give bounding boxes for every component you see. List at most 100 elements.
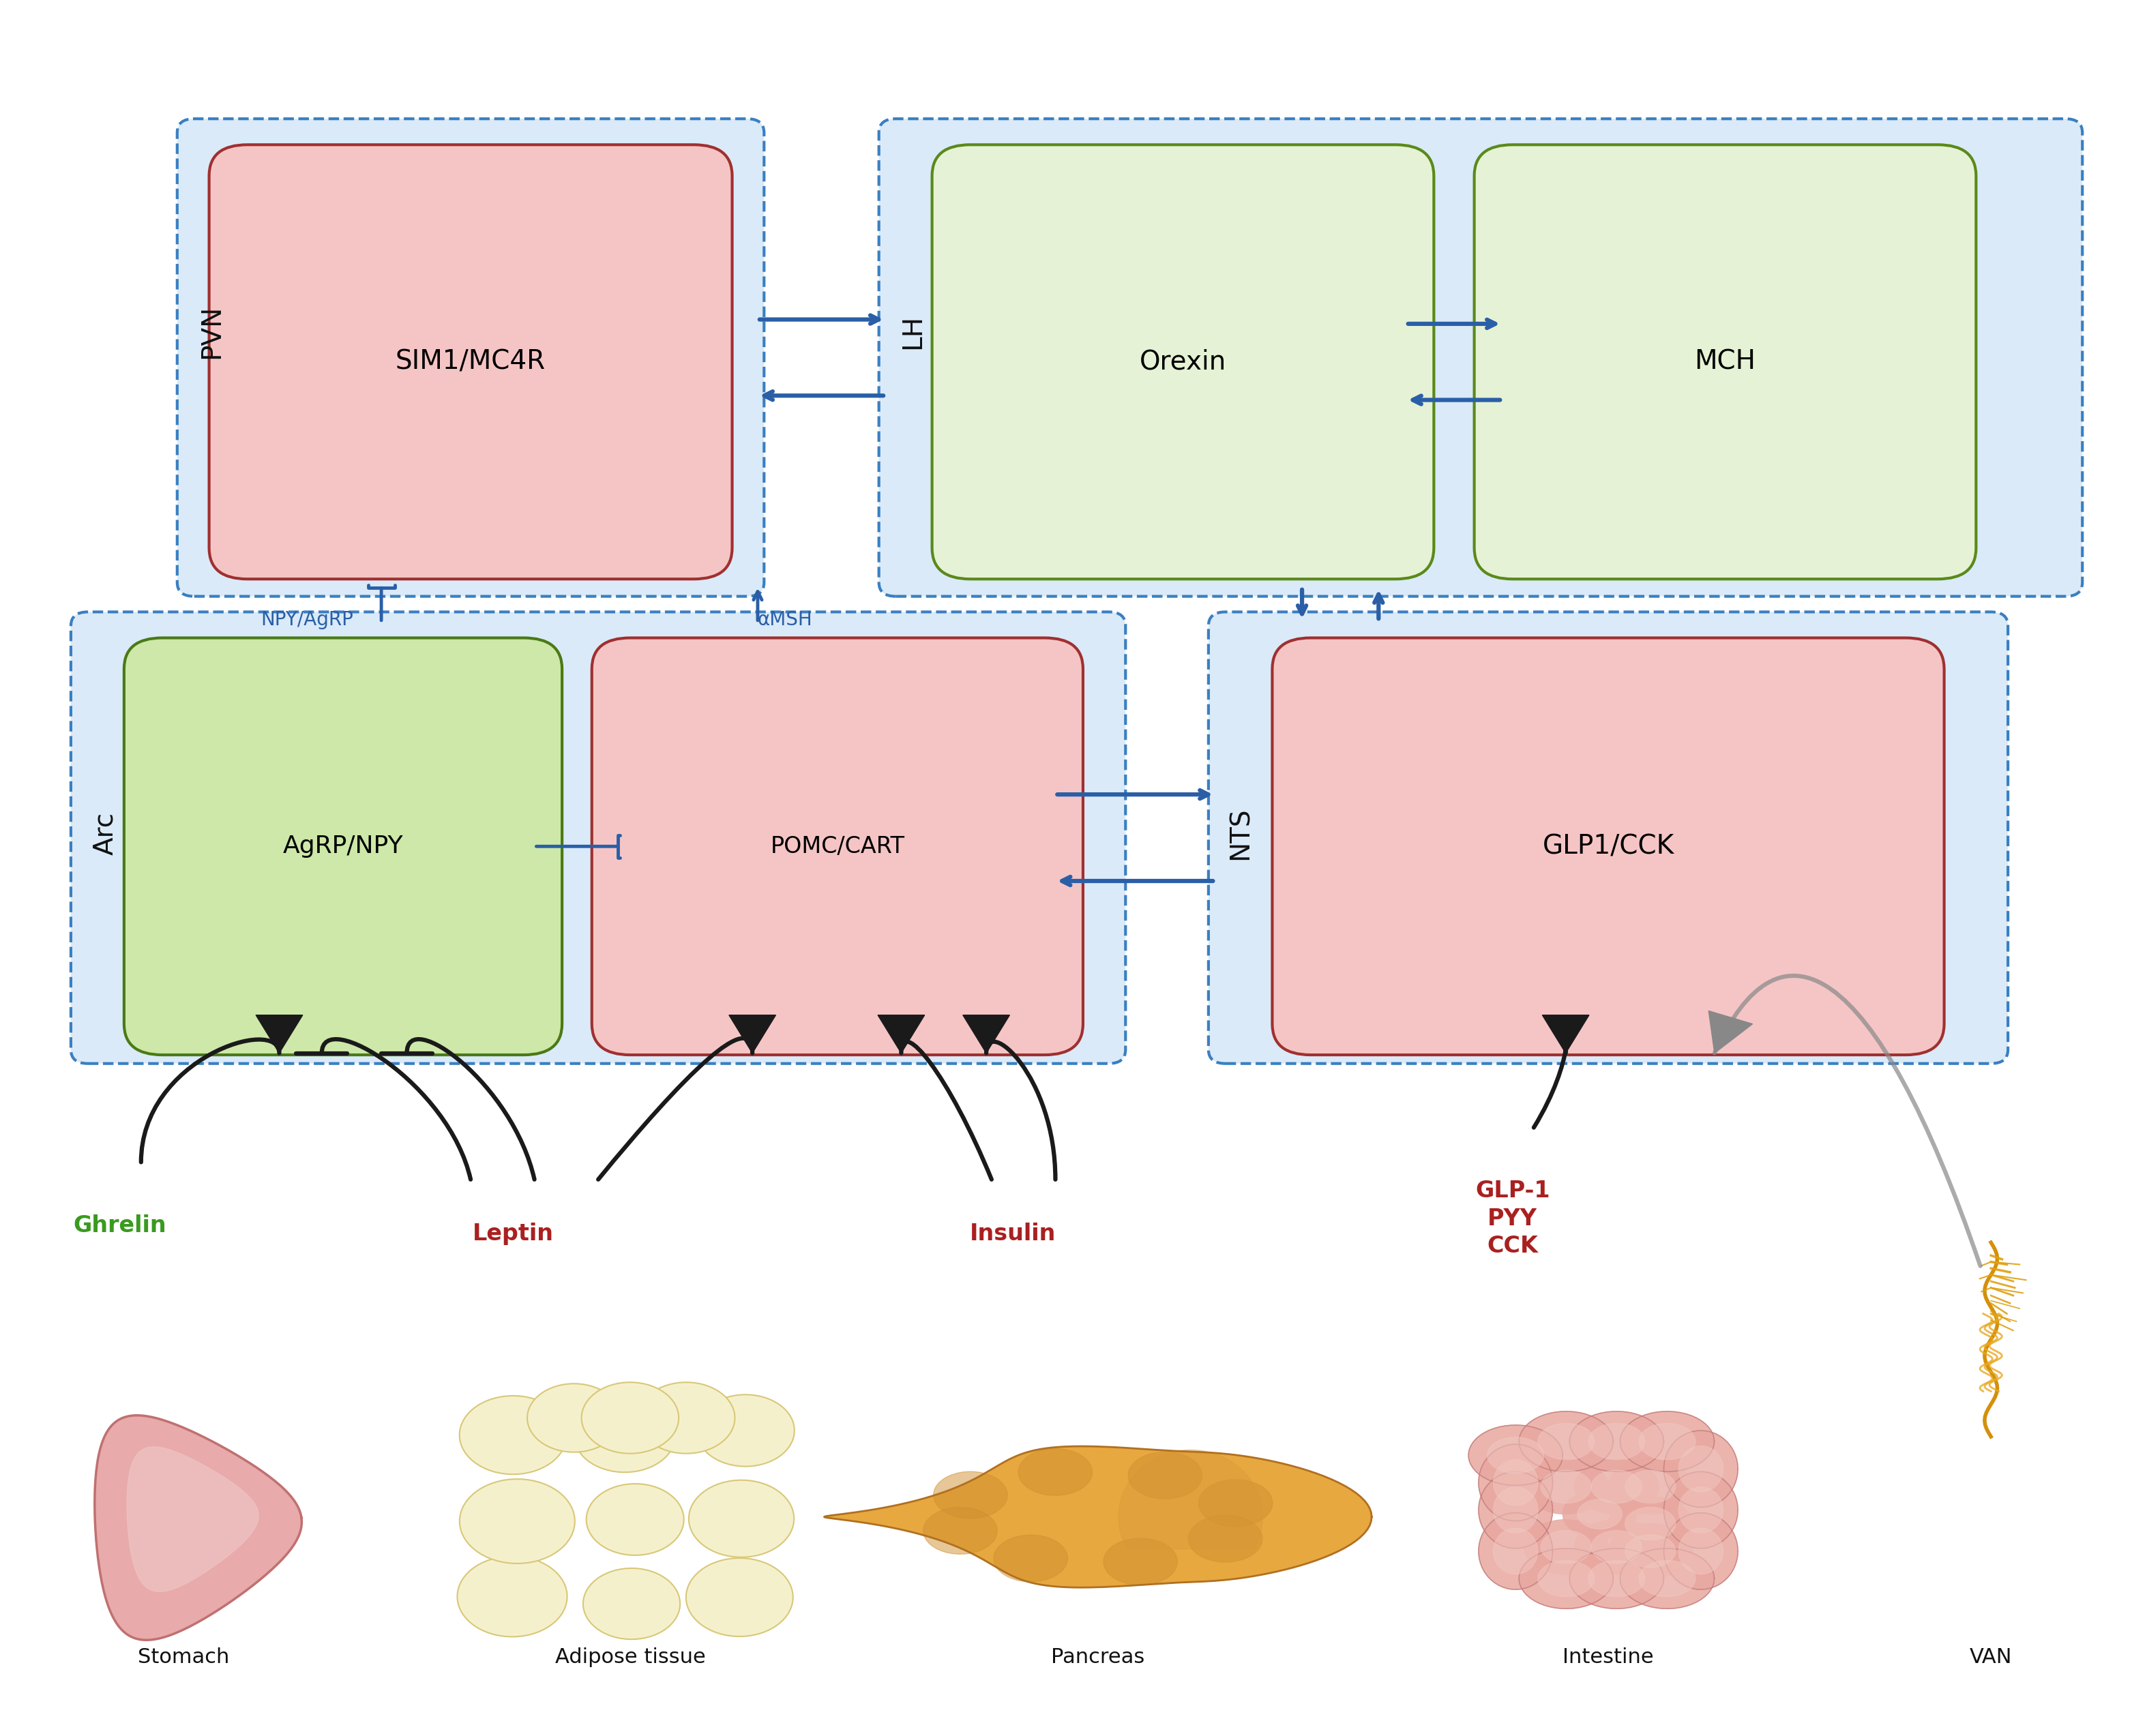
Polygon shape xyxy=(461,1396,567,1474)
Polygon shape xyxy=(964,1016,1011,1054)
Text: NTS: NTS xyxy=(1228,807,1254,859)
Polygon shape xyxy=(1524,1460,1608,1514)
Polygon shape xyxy=(1620,1411,1714,1472)
Polygon shape xyxy=(1576,1519,1659,1575)
Polygon shape xyxy=(1480,1472,1552,1549)
Polygon shape xyxy=(1541,1470,1590,1503)
Polygon shape xyxy=(1537,1561,1595,1597)
Polygon shape xyxy=(1119,1450,1262,1549)
Text: AgRP/NPY: AgRP/NPY xyxy=(284,835,403,858)
Polygon shape xyxy=(1480,1444,1552,1521)
Polygon shape xyxy=(1578,1500,1622,1529)
Polygon shape xyxy=(1520,1411,1614,1472)
Polygon shape xyxy=(1104,1538,1177,1585)
Text: Insulin: Insulin xyxy=(970,1222,1055,1245)
Polygon shape xyxy=(1492,1460,1537,1505)
Polygon shape xyxy=(1576,1460,1659,1514)
Polygon shape xyxy=(1588,1561,1646,1597)
Polygon shape xyxy=(1569,1411,1663,1472)
Polygon shape xyxy=(582,1382,678,1453)
Text: Ghrelin: Ghrelin xyxy=(72,1213,166,1236)
Polygon shape xyxy=(689,1481,793,1557)
FancyBboxPatch shape xyxy=(1473,144,1976,580)
FancyBboxPatch shape xyxy=(209,144,731,580)
Polygon shape xyxy=(1019,1448,1092,1495)
Text: Adipose tissue: Adipose tissue xyxy=(554,1647,706,1667)
Text: SIM1/MC4R: SIM1/MC4R xyxy=(397,349,546,375)
Polygon shape xyxy=(1188,1516,1262,1562)
Polygon shape xyxy=(1469,1425,1563,1486)
Polygon shape xyxy=(1678,1528,1723,1575)
Polygon shape xyxy=(1590,1531,1642,1564)
Text: VAN: VAN xyxy=(1970,1647,2013,1667)
Polygon shape xyxy=(1537,1424,1595,1460)
Polygon shape xyxy=(687,1559,793,1637)
Polygon shape xyxy=(1620,1549,1714,1609)
Polygon shape xyxy=(1625,1535,1676,1568)
Text: GLP1/CCK: GLP1/CCK xyxy=(1541,833,1674,859)
FancyBboxPatch shape xyxy=(1209,611,2008,1064)
Polygon shape xyxy=(1708,1010,1753,1054)
Polygon shape xyxy=(1590,1470,1642,1503)
Polygon shape xyxy=(128,1446,258,1592)
Text: POMC/CART: POMC/CART xyxy=(770,835,904,858)
FancyBboxPatch shape xyxy=(932,144,1435,580)
Polygon shape xyxy=(1678,1488,1723,1533)
Polygon shape xyxy=(637,1382,736,1453)
FancyBboxPatch shape xyxy=(177,118,763,597)
Polygon shape xyxy=(461,1479,576,1564)
Polygon shape xyxy=(878,1016,925,1054)
Polygon shape xyxy=(994,1535,1068,1581)
Polygon shape xyxy=(1625,1507,1676,1540)
Polygon shape xyxy=(1625,1470,1676,1503)
Text: LH: LH xyxy=(900,314,925,349)
Polygon shape xyxy=(1588,1424,1646,1460)
Polygon shape xyxy=(1608,1496,1693,1550)
Polygon shape xyxy=(456,1555,567,1637)
Polygon shape xyxy=(697,1394,795,1467)
FancyBboxPatch shape xyxy=(878,118,2083,597)
Text: GLP-1
PYY
CCK: GLP-1 PYY CCK xyxy=(1475,1179,1550,1257)
Polygon shape xyxy=(574,1397,676,1472)
FancyBboxPatch shape xyxy=(1273,637,1944,1055)
Polygon shape xyxy=(1492,1528,1537,1575)
Polygon shape xyxy=(1524,1519,1608,1575)
Polygon shape xyxy=(1128,1451,1202,1498)
Polygon shape xyxy=(825,1446,1371,1587)
Polygon shape xyxy=(1640,1561,1695,1597)
Polygon shape xyxy=(94,1415,303,1641)
Polygon shape xyxy=(1492,1488,1537,1533)
Polygon shape xyxy=(586,1484,684,1555)
Text: NPY/AgRP: NPY/AgRP xyxy=(260,609,354,628)
Text: αMSH: αMSH xyxy=(757,609,812,628)
Text: MCH: MCH xyxy=(1695,349,1757,375)
Polygon shape xyxy=(1488,1437,1544,1474)
Polygon shape xyxy=(1663,1512,1738,1590)
Polygon shape xyxy=(1480,1512,1552,1590)
Text: PVN: PVN xyxy=(198,304,224,359)
FancyBboxPatch shape xyxy=(70,611,1126,1064)
Polygon shape xyxy=(1678,1446,1723,1491)
Polygon shape xyxy=(584,1568,680,1639)
Polygon shape xyxy=(729,1016,776,1054)
Text: Intestine: Intestine xyxy=(1563,1647,1654,1667)
Text: Arc: Arc xyxy=(92,812,117,854)
Polygon shape xyxy=(1541,1016,1588,1054)
Polygon shape xyxy=(1608,1524,1693,1578)
Text: Leptin: Leptin xyxy=(473,1222,554,1245)
Polygon shape xyxy=(256,1016,303,1054)
Polygon shape xyxy=(1640,1424,1695,1460)
Text: Pancreas: Pancreas xyxy=(1051,1647,1145,1667)
Text: Orexin: Orexin xyxy=(1138,349,1226,375)
Polygon shape xyxy=(923,1507,998,1554)
FancyBboxPatch shape xyxy=(124,637,563,1055)
Polygon shape xyxy=(1541,1531,1590,1564)
Polygon shape xyxy=(1520,1549,1614,1609)
Polygon shape xyxy=(527,1384,620,1451)
Polygon shape xyxy=(1563,1489,1637,1538)
Polygon shape xyxy=(934,1472,1008,1519)
Polygon shape xyxy=(1663,1430,1738,1507)
Polygon shape xyxy=(1663,1472,1738,1549)
Text: Stomach: Stomach xyxy=(139,1647,230,1667)
FancyBboxPatch shape xyxy=(593,637,1083,1055)
